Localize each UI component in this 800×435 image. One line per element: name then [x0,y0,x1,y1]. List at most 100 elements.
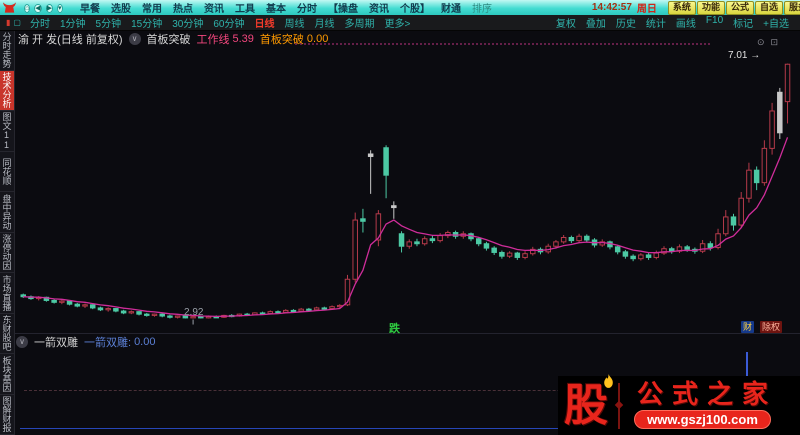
menu-item-5[interactable]: 工具 [235,4,256,15]
sidebar-item-0[interactable]: 分时走势 [0,30,14,71]
system-button-4[interactable]: 服务 [783,0,800,15]
candle-body [499,251,505,257]
candle-body [113,308,119,312]
candle-body [282,309,289,313]
system-button-1[interactable]: 功能 [696,0,725,15]
period-item-6[interactable]: 日线 [254,19,275,30]
sidebar-item-4[interactable]: 盘中异动 [0,192,14,233]
forward-icon[interactable]: ▶ [45,3,54,13]
arrow-right-icon: → [750,50,761,61]
sidebar-item-6[interactable]: 市场直播 [0,273,14,314]
sidebar-item-1[interactable]: 技术分析 [0,70,14,111]
candle-body [699,243,706,252]
candle-body [306,308,312,311]
menu-item-6[interactable]: 基本 [266,4,287,15]
chevron-down-icon[interactable]: ∨ [128,33,141,45]
candle-body [205,316,212,319]
sidebar-item-7[interactable]: 东财股吧 [0,314,14,354]
period-item-10[interactable]: 更多> [384,19,411,30]
menu-item-1[interactable]: 选股 [111,4,132,15]
candle-body [321,307,328,310]
pane-divider[interactable] [14,333,800,334]
home-icon[interactable]: ⌂ [24,3,31,13]
period-item-1[interactable]: 1分钟 [59,19,86,30]
fall-signal-label: 跌 [389,323,400,335]
high-price-label: 7.01 → [728,50,761,61]
menu-item-12[interactable]: 排序 [472,4,493,15]
candle-body [198,316,204,319]
sidebar-item-8[interactable]: 板块基因 [0,354,14,395]
period-item-2[interactable]: 5分钟 [95,19,122,30]
tool-item-0[interactable]: 复权 [555,19,576,30]
menu-item-3[interactable]: 热点 [173,4,194,15]
candle-body [51,299,57,303]
candle-body [329,306,335,310]
candle-body [491,247,497,253]
tool-item-4[interactable]: 画线 [675,19,696,30]
chart-title-row: 渝 开 发(日线 前复权) ∨ 首板突破 工作线 5.39 首板突破 0.00 [18,32,328,46]
topbar-right: 14:42:57 周日 系统功能公式自选服务 [592,0,800,15]
menu-item-10[interactable]: 个股】 [400,4,431,15]
chevron-down-icon[interactable]: ∨ [16,336,28,348]
period-item-5[interactable]: 60分钟 [213,19,245,30]
sidebar-item-5[interactable]: 涨停动因 [0,233,14,273]
candle-body [645,254,652,258]
tool-item-3[interactable]: 统计 [645,19,666,30]
indicator-panel-name: 一箭双雕 [34,337,78,349]
menu-item-7[interactable]: 分时 [297,4,318,15]
period-item-9[interactable]: 多周期 [344,19,375,30]
menu-item-4[interactable]: 资讯 [204,4,225,15]
candle-body [437,235,443,242]
menu-item-11[interactable]: 财通 [441,4,462,15]
candle-body [576,235,582,242]
sidebar-item-3[interactable]: 同花顺 [0,152,14,192]
tool-item-5[interactable]: F10 [705,15,724,26]
candle-body [553,241,559,247]
menu-item-2[interactable]: 常用 [142,4,163,15]
down-icon[interactable]: ▾ [57,3,63,13]
sidebar-item-9[interactable]: 图解财报 [0,395,14,435]
pane-control-icons[interactable]: ⊙⊡ [757,37,785,47]
period-item-7[interactable]: 周线 [284,19,305,30]
system-button-2[interactable]: 公式 [725,0,754,15]
candle-body [761,147,768,184]
kline-icon[interactable]: ▮ [6,18,11,27]
menu-item-8[interactable]: 【操盘 [328,4,359,15]
candle-body [568,236,575,242]
candle-body [506,252,513,257]
candle-body [730,216,737,226]
period-item-8[interactable]: 月线 [314,19,335,30]
menu-item-0[interactable]: 早餐 [80,4,101,15]
candle-body [267,311,274,315]
candle-body [360,218,366,222]
system-button-0[interactable]: 系统 [667,0,696,15]
period-toolbar: ▮ ▢ 分时 1分钟 5分钟 15分钟 30分钟 60分钟 日线 周线 月线 多周期 更多> 复权叠… [0,15,800,31]
tool-item-6[interactable]: 标记 [733,19,754,30]
period-item-3[interactable]: 15分钟 [131,19,163,30]
candle-body [66,300,73,305]
candle-body [182,315,189,319]
tool-item-2[interactable]: 历史 [615,19,636,30]
working-line [23,137,789,318]
candle-body [406,241,412,247]
period-item-0[interactable]: 分时 [29,19,50,30]
candle-body [661,248,667,254]
back-icon[interactable]: ◀ [34,3,42,13]
system-button-3[interactable]: 自选 [754,0,783,15]
candle-body [738,197,744,226]
watermark-char: 股 [564,380,608,430]
period-item-4[interactable]: 30分钟 [172,19,204,30]
watermark-divider [618,382,620,429]
tool-item-1[interactable]: 叠加 [585,19,606,30]
tool-item-7[interactable]: +自选 [763,19,789,30]
system-buttons: 系统功能公式自选服务 [667,0,800,15]
ex-rights-badge[interactable]: 除权 [760,321,783,333]
param1-label: 工作线 [196,34,230,46]
menu-item-9[interactable]: 资讯 [369,4,390,15]
candle-body [167,315,173,318]
sidebar-item-2[interactable]: 图文11 [0,111,14,152]
layout-icon[interactable]: ▢ [13,18,21,27]
financial-report-badge[interactable]: 财 [741,321,755,333]
param2-value: 0.00 [306,33,329,45]
